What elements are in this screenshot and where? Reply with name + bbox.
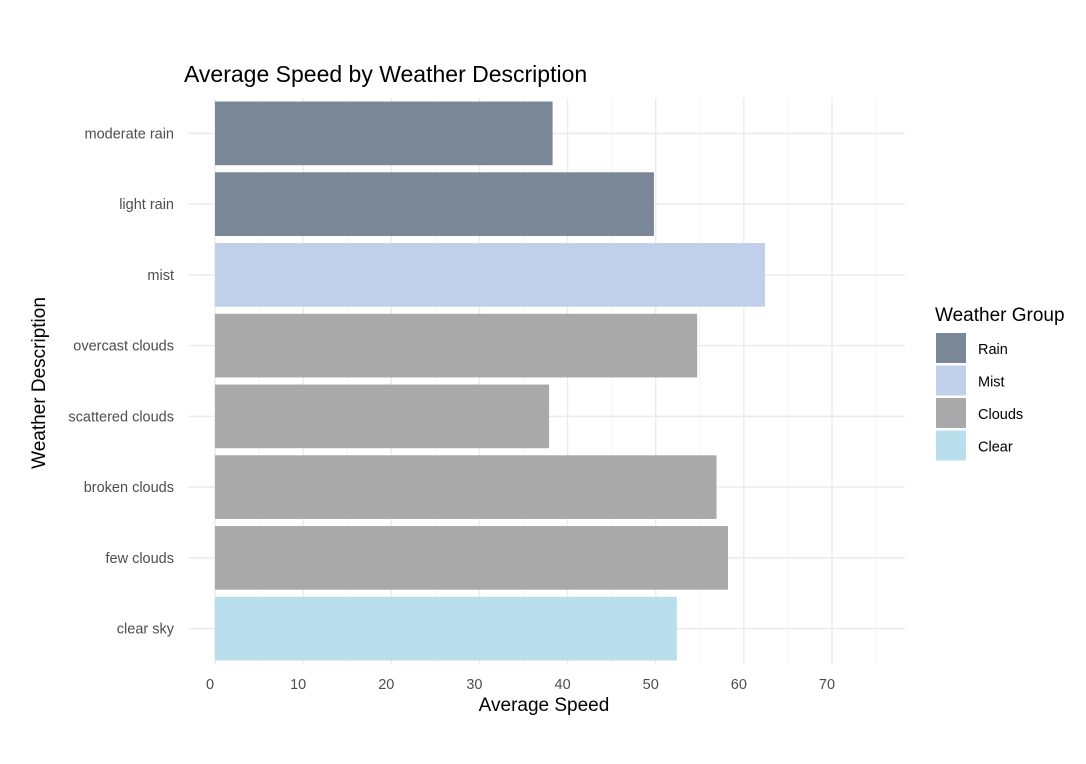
y-tick-label: clear sky xyxy=(117,622,175,638)
x-axis-title: Average Speed xyxy=(479,695,610,716)
bar-moderate-rain xyxy=(215,101,553,166)
x-axis-ticks: 0 10 20 30 40 50 60 70 xyxy=(206,677,835,693)
x-tick-label: 50 xyxy=(643,677,659,693)
chart-title: Average Speed by Weather Description xyxy=(184,61,587,87)
bar-overcast-clouds xyxy=(215,313,698,378)
x-tick-label: 60 xyxy=(731,677,747,693)
legend-swatch-rain xyxy=(936,333,966,363)
bar-broken-clouds xyxy=(215,455,717,519)
x-tick-label: 0 xyxy=(206,677,214,693)
x-tick-label: 70 xyxy=(819,677,835,693)
bar-light-rain xyxy=(215,172,654,236)
y-tick-label: few clouds xyxy=(105,551,174,567)
legend-swatch-clear xyxy=(936,430,966,461)
y-axis-title: Weather Description xyxy=(29,297,50,469)
y-tick-label: broken clouds xyxy=(84,480,174,496)
legend-swatch-mist xyxy=(936,365,966,396)
y-tick-label: mist xyxy=(147,268,174,284)
bar-few-clouds xyxy=(215,526,728,590)
y-tick-label: light rain xyxy=(119,197,174,213)
bar-mist xyxy=(215,243,766,307)
bar-clear-sky xyxy=(215,596,677,661)
legend-label: Clouds xyxy=(978,407,1023,423)
x-tick-label: 40 xyxy=(555,677,571,693)
x-tick-label: 20 xyxy=(378,677,394,693)
legend: Weather Group Rain Mist Clouds Clear xyxy=(935,305,1065,461)
y-axis-ticks: moderate rain light rain mist overcast clou… xyxy=(68,126,174,637)
bars xyxy=(215,101,766,661)
legend-title: Weather Group xyxy=(935,305,1065,326)
legend-label: Mist xyxy=(978,375,1005,391)
x-tick-label: 30 xyxy=(466,677,482,693)
y-tick-label: overcast clouds xyxy=(73,339,174,355)
legend-label: Clear xyxy=(978,440,1013,456)
x-tick-label: 10 xyxy=(290,677,306,693)
bar-scattered-clouds xyxy=(215,384,550,449)
legend-label: Rain xyxy=(978,342,1008,358)
y-tick-label: moderate rain xyxy=(85,126,174,142)
legend-swatch-clouds xyxy=(936,398,966,428)
y-tick-label: scattered clouds xyxy=(68,409,174,425)
